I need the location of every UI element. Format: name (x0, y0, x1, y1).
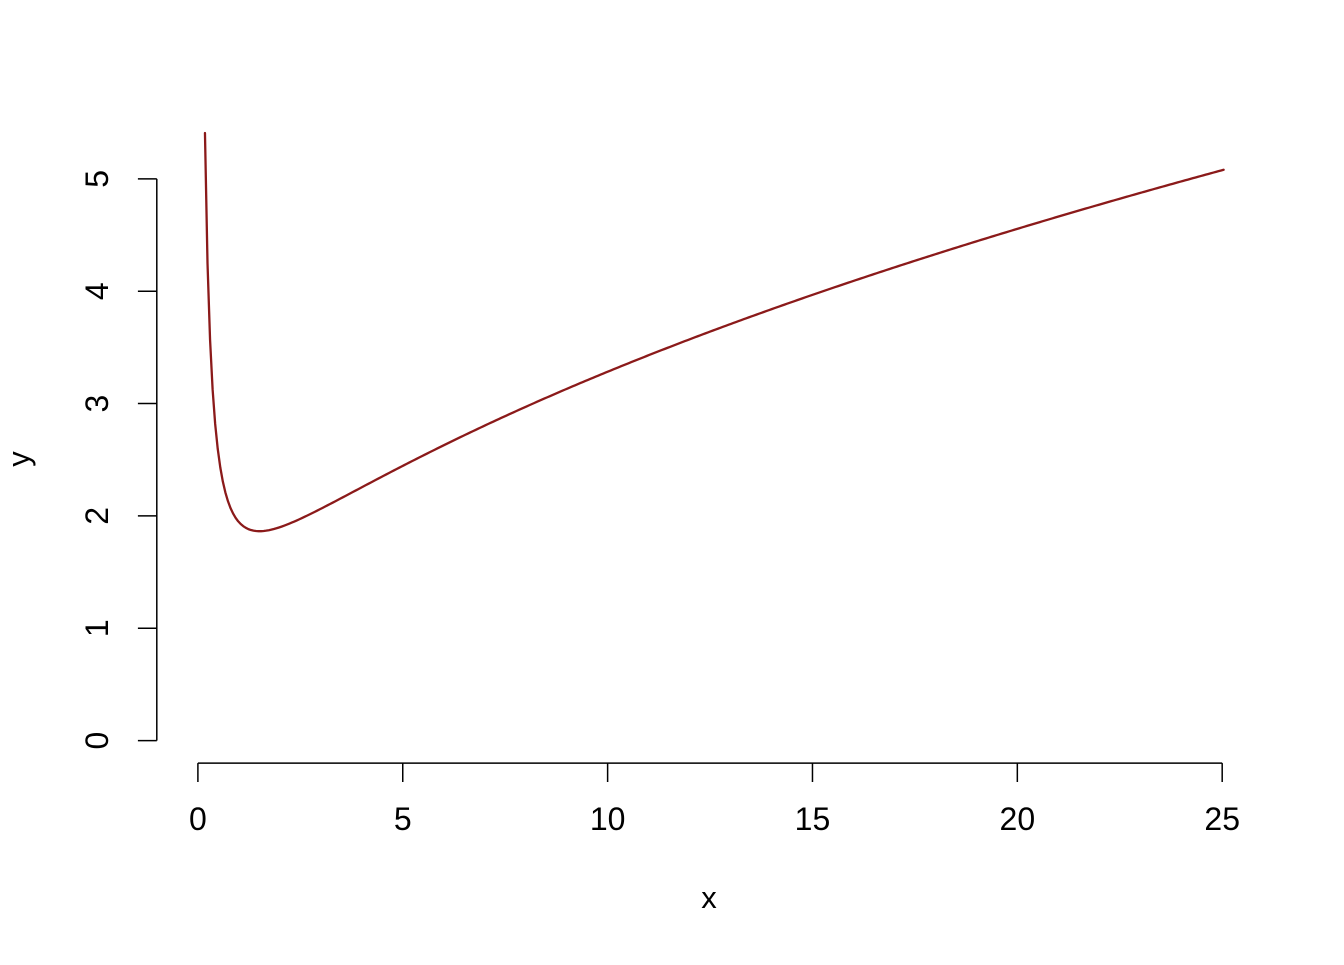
svg-text:10: 10 (590, 801, 626, 837)
svg-text:3: 3 (79, 395, 115, 413)
svg-text:5: 5 (394, 801, 412, 837)
svg-text:0: 0 (79, 732, 115, 750)
svg-text:y: y (1, 451, 36, 467)
svg-text:15: 15 (795, 801, 831, 837)
svg-text:5: 5 (79, 170, 115, 188)
svg-text:0: 0 (189, 801, 207, 837)
svg-text:4: 4 (79, 282, 115, 300)
svg-text:25: 25 (1204, 801, 1240, 837)
svg-text:x: x (701, 880, 717, 915)
svg-text:20: 20 (1000, 801, 1036, 837)
svg-text:1: 1 (79, 619, 115, 637)
svg-text:2: 2 (79, 507, 115, 525)
